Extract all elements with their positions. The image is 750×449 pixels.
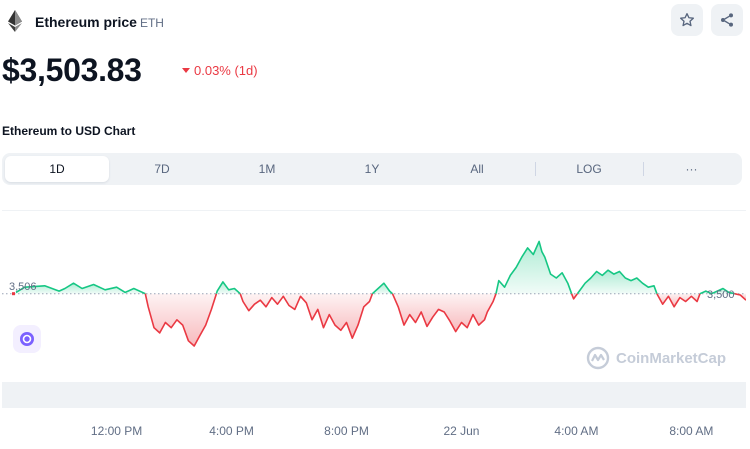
x-tick-label: 4:00 AM (554, 424, 599, 438)
tab-more[interactable]: ··· (685, 162, 698, 176)
tab-1m[interactable]: 1M (258, 162, 276, 176)
area-above-baseline (496, 241, 572, 294)
price-section: $3,503.83 0.03% (1d) (2, 52, 602, 92)
tab-7d[interactable]: 7D (154, 162, 170, 176)
coin-symbol: ETH (139, 16, 164, 30)
area-above-baseline (216, 281, 241, 294)
chart-title: Ethereum to USD Chart (2, 124, 136, 138)
chart-tool-button[interactable] (13, 325, 41, 353)
last-price-label: 3,500 (707, 289, 735, 301)
share-button[interactable] (711, 4, 743, 36)
price-line-down (239, 293, 374, 339)
tab-log[interactable]: LOG (576, 162, 602, 176)
coinmarketcap-logo-icon (586, 346, 610, 370)
area-below-baseline (734, 293, 746, 301)
chart-range-tabs: 1D 7D 1M 1Y All LOG ··· (2, 153, 742, 185)
tab-divider (535, 162, 536, 176)
price-line-down (570, 293, 579, 300)
price-change-value: 0.03% (1d) (194, 63, 258, 78)
x-tick-label: 4:00 PM (209, 424, 254, 438)
coin-header: Ethereum price ETH (0, 0, 750, 46)
price-line-down (734, 292, 746, 301)
time-axis: 12:00 PM 4:00 PM 8:00 PM 22 Jun 4:00 AM 8:00 … (0, 418, 750, 442)
price-line-up (576, 269, 658, 295)
star-icon (680, 13, 694, 27)
tab-divider (643, 162, 644, 176)
x-tick-label: 22 Jun (443, 424, 480, 438)
price-line-down (144, 293, 218, 347)
baseline-label: 3,506 (9, 281, 37, 293)
area-above-baseline (577, 270, 657, 294)
coin-title: Ethereum price ETH (35, 14, 164, 30)
price-chart-svg (2, 210, 746, 408)
watchlist-button[interactable] (671, 4, 703, 36)
price-chart[interactable]: 3,506 3,500 (2, 210, 746, 408)
x-tick-label: 12:00 PM (90, 424, 143, 438)
price-line-down (656, 293, 701, 308)
ethereum-icon (8, 10, 22, 32)
plot-area (2, 210, 746, 380)
price-line-up (371, 282, 394, 295)
area-below-baseline (145, 293, 217, 346)
coin-badge-icon (20, 332, 34, 346)
area-below-baseline (392, 293, 496, 332)
tab-1d[interactable]: 1D (5, 156, 109, 182)
coin-name: Ethereum price (35, 14, 137, 30)
coinmarketcap-watermark: CoinMarketCap (586, 346, 726, 370)
watermark-text: CoinMarketCap (616, 349, 727, 367)
price-change: 0.03% (1d) (182, 63, 258, 78)
price-line-up (495, 240, 573, 294)
area-below-baseline (240, 293, 373, 339)
price-line-down (391, 293, 497, 333)
x-tick-label: 8:00 AM (669, 424, 714, 438)
price-line-up (15, 282, 146, 295)
baseline-marker (12, 292, 15, 296)
tab-all[interactable]: All (470, 162, 484, 176)
x-tick-label: 8:00 PM (324, 424, 369, 438)
current-price: $3,503.83 (2, 52, 142, 88)
tab-1y[interactable]: 1Y (364, 162, 380, 176)
area-above-baseline (372, 283, 393, 294)
caret-down-icon (182, 68, 190, 73)
share-icon (721, 13, 733, 27)
price-line-up (215, 281, 241, 295)
volume-band (2, 382, 746, 408)
price-line-up (699, 287, 735, 295)
